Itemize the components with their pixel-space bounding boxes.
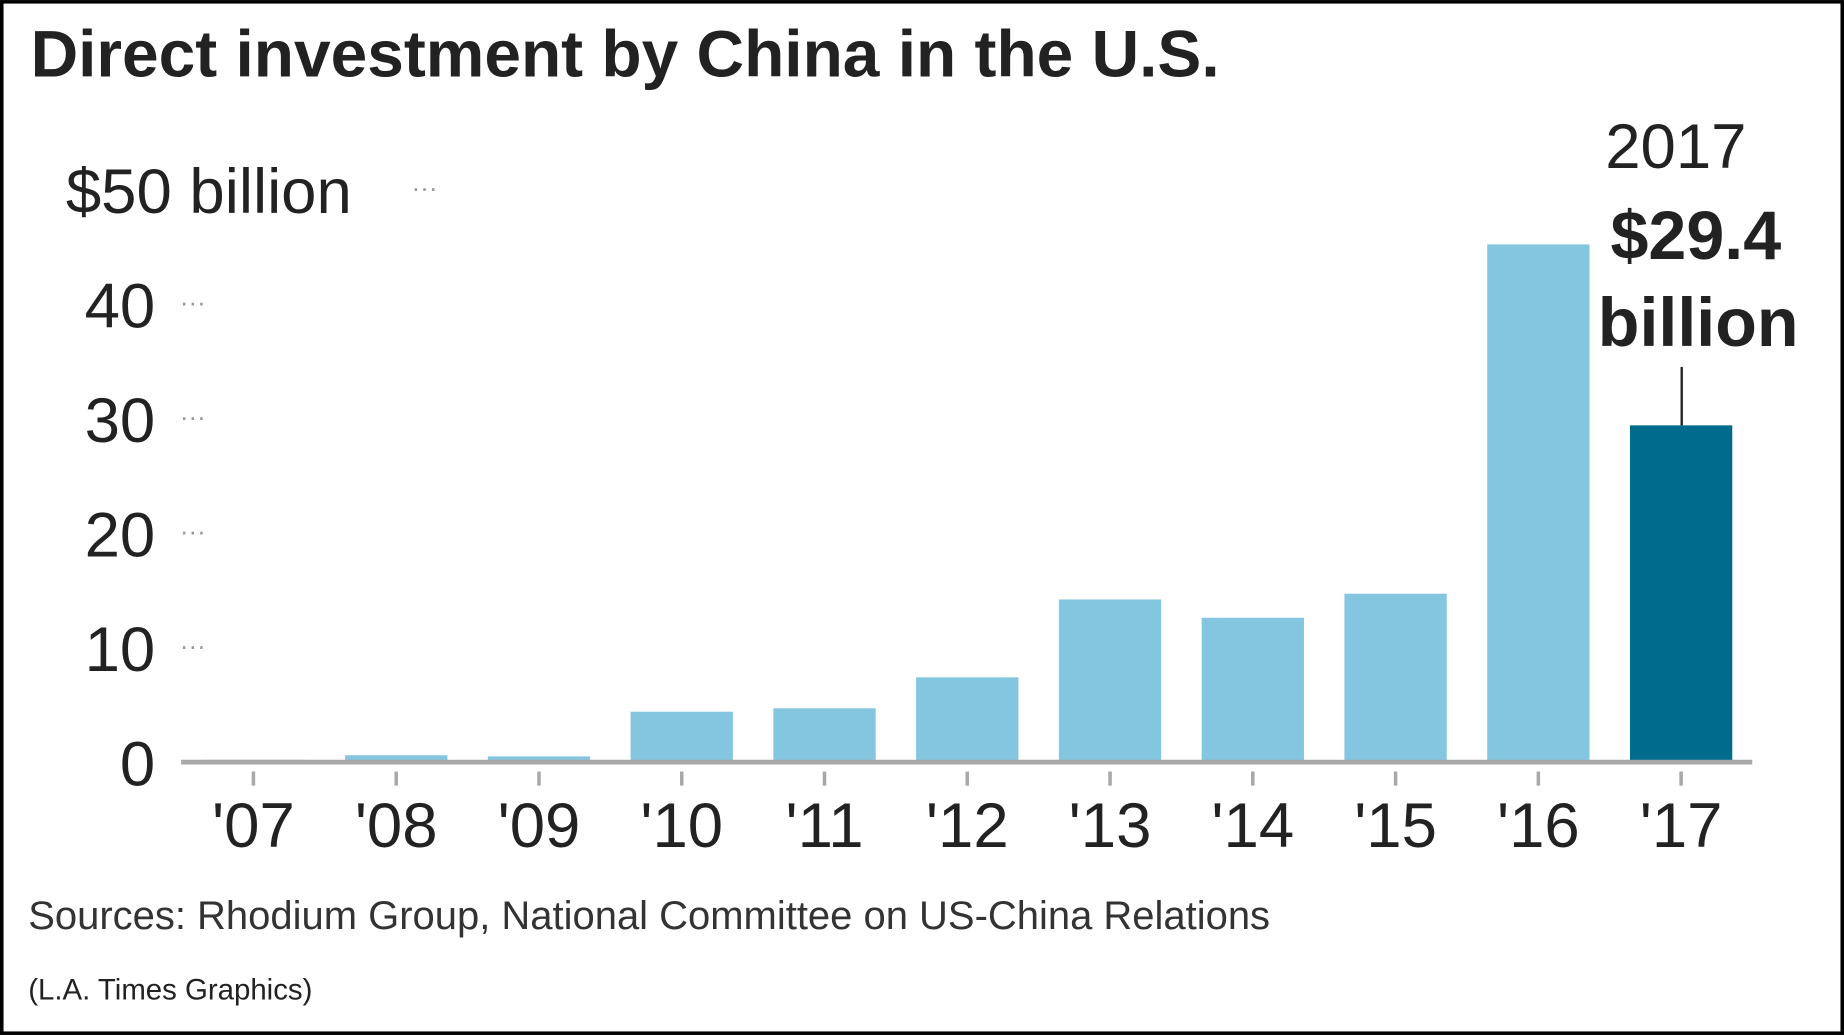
source-note: Sources: Rhodium Group, National Committ…: [28, 894, 1270, 938]
x-tick-label: '15: [1354, 791, 1437, 861]
x-tick-label: '08: [355, 791, 438, 861]
y-tick-dots: ···: [180, 633, 206, 661]
y-tick-dots: ···: [180, 518, 206, 546]
y-tick-label: 40: [85, 271, 156, 341]
credit-note: (L.A. Times Graphics): [28, 974, 312, 1007]
bar-16: [1487, 244, 1590, 763]
bar-13: [1058, 599, 1162, 763]
y-tick-dots: ···: [412, 174, 438, 202]
bar-11: [773, 708, 876, 763]
y-tick-label: 20: [85, 501, 156, 571]
chart-title: Direct investment by China in the U.S.: [31, 16, 1220, 90]
annotation-unit: billion: [1598, 285, 1799, 361]
x-axis: '07 '08 '09 '10 '11 '12 '13 '14 '15 '16 '17: [212, 771, 1723, 861]
bar-10: [630, 711, 733, 763]
annotation-year: 2017: [1605, 112, 1746, 182]
bar-09: [487, 756, 591, 763]
x-tick-label: '16: [1497, 791, 1580, 861]
x-tick-label: '14: [1211, 791, 1294, 861]
x-tick-label: '13: [1069, 791, 1152, 861]
x-tick-label: '12: [926, 791, 1009, 861]
annotation-value: $29.4: [1611, 198, 1782, 274]
y-tick-label: 10: [85, 615, 156, 685]
bar-08: [345, 755, 448, 763]
bar-17: [1629, 425, 1733, 763]
y-tick-label: $50 billion: [66, 157, 352, 227]
annotation-2017: 2017 $29.4 billion: [1598, 112, 1799, 426]
x-tick-label: '07: [212, 791, 295, 861]
bar-12: [916, 677, 1019, 763]
x-tick-label: '11: [785, 791, 863, 861]
x-tick-label: '10: [640, 791, 723, 861]
y-tick-label: 0: [120, 730, 155, 800]
bar-14: [1201, 617, 1304, 763]
bar-15: [1344, 593, 1447, 763]
y-tick-dots: ···: [180, 404, 206, 432]
y-tick-dots: ···: [180, 289, 206, 317]
y-axis: 0 10 ··· 20 ··· 30 ··· 40 ··· $50 billion ···: [66, 157, 438, 800]
bars: [202, 244, 1733, 763]
y-tick-label: 30: [85, 386, 156, 456]
x-tick-label: '17: [1640, 791, 1723, 861]
x-tick-label: '09: [498, 791, 581, 861]
